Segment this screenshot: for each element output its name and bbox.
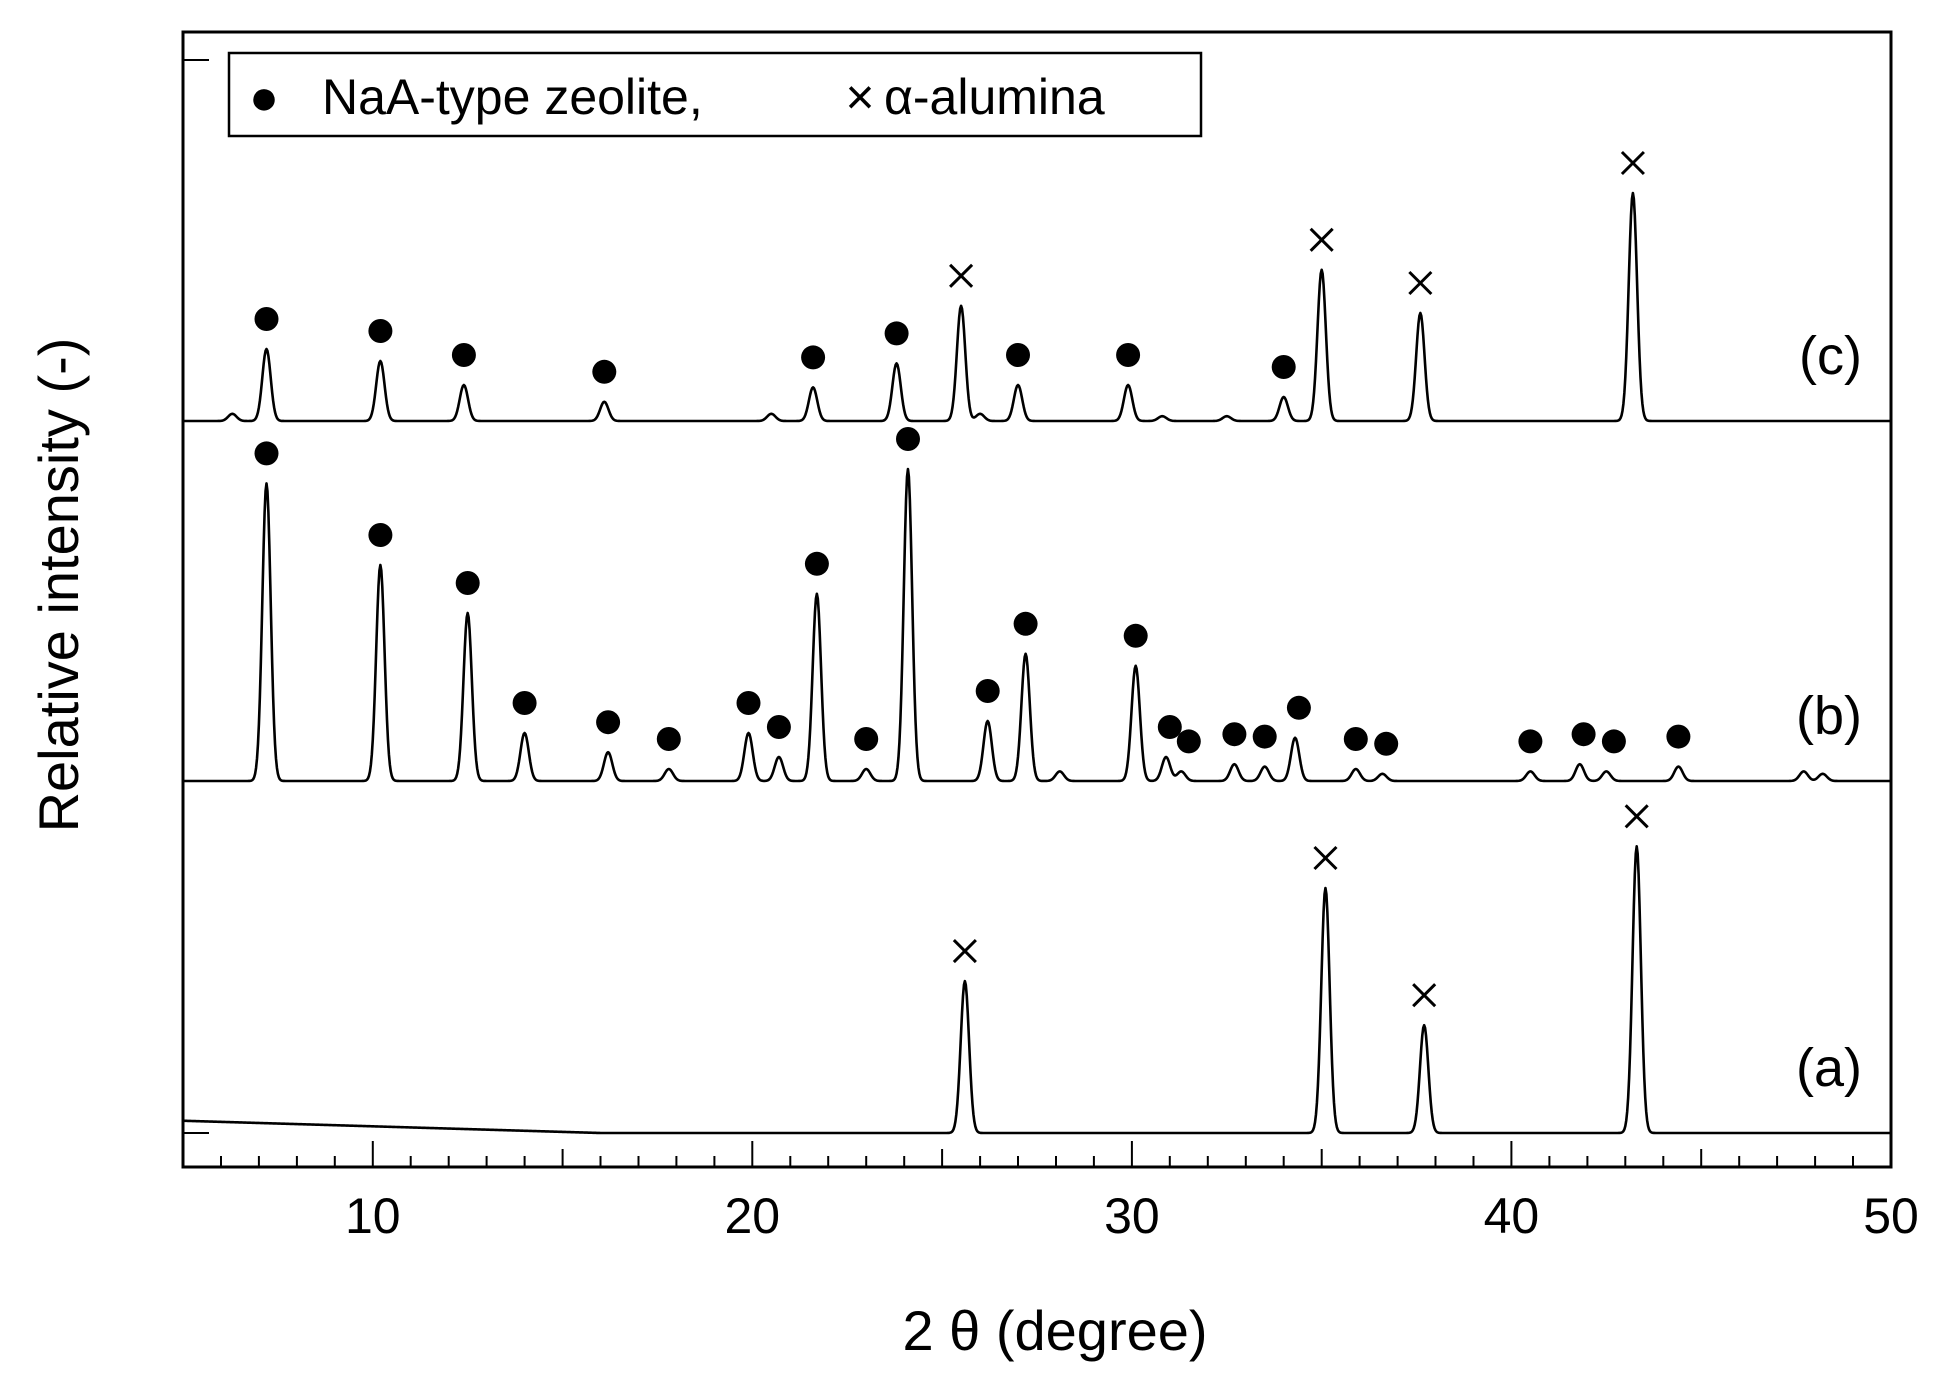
zeolite-marker: [736, 691, 761, 715]
legend-zeolite-symbol: ●: [249, 69, 279, 125]
x-tick-label: 20: [724, 1188, 780, 1244]
zeolite-marker: [1013, 611, 1038, 636]
zeolite-marker: [254, 307, 279, 331]
zeolite-marker: [1222, 722, 1247, 747]
zeolite-marker: [1157, 715, 1182, 739]
x-axis-tick-labels: 10 20 30 40 50: [345, 1188, 1919, 1244]
zeolite-marker: [1252, 724, 1277, 749]
legend-zeolite-label: NaA-type zeolite,: [322, 69, 703, 125]
zeolite-marker: [254, 441, 279, 466]
zeolite-marker: [455, 571, 480, 595]
trace-labels: (a) (b) (c): [1796, 326, 1862, 1098]
legend-alumina-symbol: ×: [845, 69, 874, 125]
x-tick-label: 10: [345, 1188, 401, 1244]
diffraction-traces: [182, 191, 1892, 1135]
zeolite-marker: [801, 345, 826, 370]
trace-label-b: (b): [1796, 686, 1862, 746]
trace-b: [182, 467, 1892, 783]
zeolite-marker: [368, 523, 393, 547]
legend-alumina-label: α-alumina: [884, 69, 1105, 125]
alumina-marker: [1309, 227, 1334, 252]
zeolite-marker: [592, 359, 617, 384]
zeolite-marker: [512, 691, 537, 715]
zeolite-marker: [1271, 355, 1296, 379]
zeolite-marker: [1286, 695, 1311, 720]
zeolite-marker: [896, 427, 920, 451]
x-tick-label: 50: [1863, 1188, 1919, 1244]
peak-markers: [254, 150, 1691, 1008]
zeolite-marker: [1374, 731, 1399, 756]
zeolite-marker: [854, 727, 879, 751]
zeolite-marker: [451, 343, 476, 367]
zeolite-marker: [1518, 729, 1543, 754]
x-tick-label: 40: [1484, 1188, 1540, 1244]
legend-box: [227, 51, 1203, 138]
trace-label-a: (a): [1796, 1038, 1862, 1098]
alumina-marker: [952, 939, 977, 964]
zeolite-marker: [1571, 722, 1596, 747]
zeolite-marker: [368, 319, 393, 343]
alumina-marker: [1313, 845, 1338, 871]
alumina-marker: [1620, 150, 1645, 176]
legend: ● NaA-type zeolite, × α-alumina: [227, 51, 1203, 138]
zeolite-marker: [1601, 729, 1626, 754]
alumina-marker: [1408, 270, 1433, 296]
zeolite-marker: [1116, 343, 1141, 367]
y-axis-ticks: [183, 59, 209, 1134]
alumina-marker: [1624, 804, 1649, 829]
zeolite-marker: [1343, 727, 1368, 751]
zeolite-marker: [656, 727, 681, 751]
plot-frame: [181, 30, 1893, 1169]
x-axis-label: 2 θ (degree): [902, 1299, 1207, 1362]
zeolite-marker: [1123, 623, 1148, 648]
alumina-marker: [949, 263, 974, 288]
zeolite-marker: [1006, 343, 1030, 367]
trace-a: [182, 845, 1892, 1135]
x-tick-label: 30: [1104, 1188, 1160, 1244]
y-axis-label: Relative intensity (-): [27, 338, 90, 833]
zeolite-marker: [975, 679, 1000, 703]
zeolite-marker: [1176, 729, 1201, 754]
zeolite-marker: [596, 710, 621, 735]
x-axis-ticks: [182, 1141, 1892, 1167]
zeolite-marker: [1666, 724, 1691, 749]
zeolite-marker: [884, 321, 909, 346]
trace-label-c: (c): [1799, 326, 1862, 386]
zeolite-marker: [804, 551, 829, 576]
trace-c: [182, 191, 1892, 423]
alumina-marker: [1412, 983, 1437, 1008]
zeolite-marker: [766, 715, 791, 739]
